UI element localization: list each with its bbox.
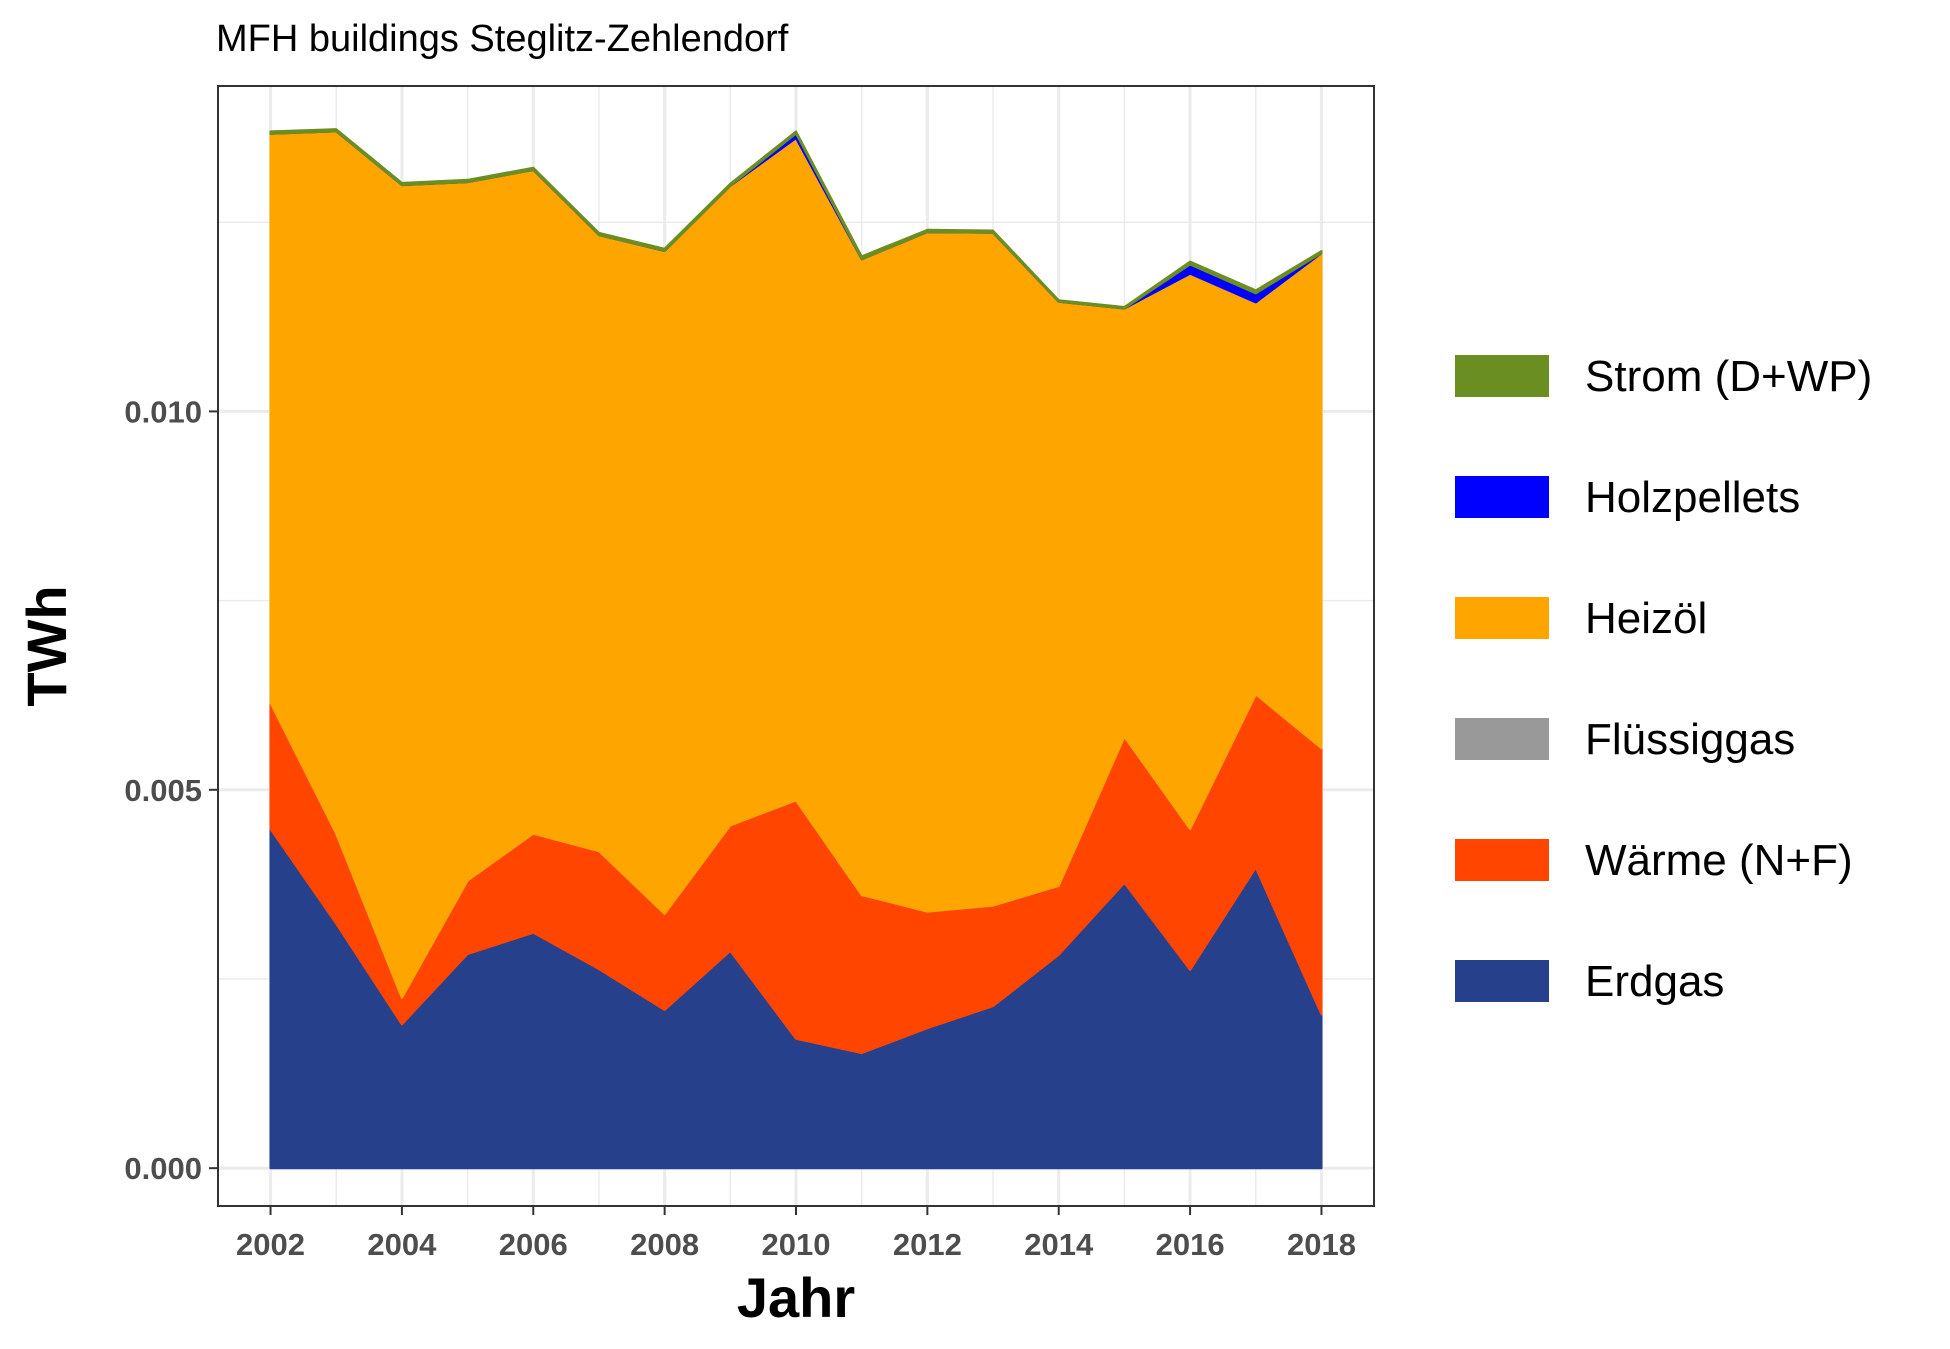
area-strom-d-wp: [269, 128, 1323, 310]
x-tick-label: 2002: [236, 1227, 305, 1262]
y-tick-label: 0.005: [124, 773, 202, 808]
chart-title: MFH buildings Steglitz-Zehlendorf: [216, 18, 789, 60]
legend-label-heiz-l: Heizöl: [1585, 594, 1707, 643]
x-tick-label: 2006: [499, 1227, 568, 1262]
y-tick-label: 0.000: [124, 1151, 202, 1186]
x-tick-label: 2010: [762, 1227, 831, 1262]
legend-key-erdgas: [1455, 960, 1549, 1002]
x-tick-label: 2004: [367, 1227, 437, 1262]
legend: Strom (D+WP) Holzpellets Heizöl Flüssiggas W…: [1455, 352, 1872, 1006]
legend-label-strom-d-wp: Strom (D+WP): [1585, 352, 1872, 401]
x-axis-title: Jahr: [737, 1266, 855, 1329]
legend-label-erdgas: Erdgas: [1585, 957, 1724, 1006]
legend-key-w-rme-n-f: [1455, 839, 1549, 881]
legend-key-heiz-l: [1455, 597, 1549, 639]
y-axis-title: TWh: [15, 585, 78, 706]
x-tick-label: 2018: [1287, 1227, 1356, 1262]
legend-label-holzpellets: Holzpellets: [1585, 473, 1800, 522]
y-tick-label: 0.010: [124, 394, 202, 429]
legend-label-w-rme-n-f: Wärme (N+F): [1585, 836, 1853, 885]
x-axis: 2002 2004 2006 2008 2010 2012 2014 2016 2018: [236, 1206, 1356, 1262]
legend-key-fl-ssiggas: [1455, 718, 1549, 760]
legend-label-fl-ssiggas: Flüssiggas: [1585, 715, 1795, 764]
x-tick-label: 2014: [1024, 1227, 1094, 1262]
area-layers: [269, 128, 1323, 1170]
x-tick-label: 2012: [893, 1227, 962, 1262]
legend-key-holzpellets: [1455, 476, 1549, 518]
x-tick-label: 2008: [630, 1227, 699, 1262]
legend-key-strom-d-wp: [1455, 355, 1549, 397]
x-tick-label: 2016: [1156, 1227, 1225, 1262]
y-axis: 0.000 0.005 0.010: [124, 394, 218, 1186]
